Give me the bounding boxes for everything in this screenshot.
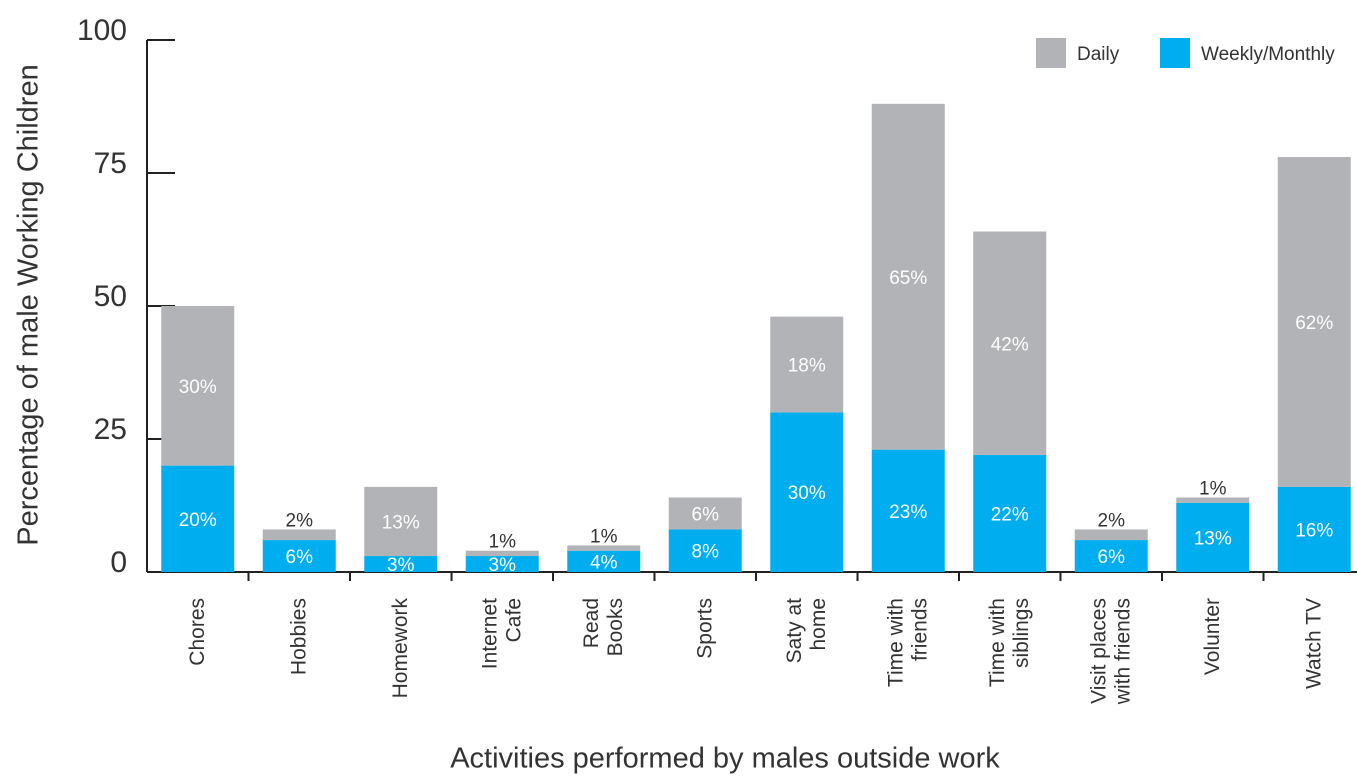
- label-line: Read: [579, 598, 602, 648]
- label-line: Cafe: [502, 598, 525, 642]
- bar-segment: [465, 556, 539, 572]
- bar-segment: [1176, 497, 1250, 503]
- legend-swatch: [1036, 38, 1066, 68]
- bar-segment: [262, 529, 336, 541]
- x-tick-label: Watch TV: [1302, 598, 1325, 689]
- bar-segment: [161, 306, 235, 466]
- value-label: 3%: [387, 555, 415, 576]
- value-label: 4%: [590, 552, 618, 573]
- value-label: 6%: [286, 547, 314, 568]
- value-label: 6%: [1098, 547, 1126, 568]
- y-tick-label: 75: [94, 147, 127, 180]
- y-tick-label: 0: [110, 546, 127, 579]
- label-line: Visit places: [1087, 598, 1110, 704]
- x-tick-label: Hobbies: [287, 598, 310, 675]
- legend-swatch: [1160, 38, 1190, 68]
- value-label: 1%: [1199, 479, 1227, 500]
- label-line: Chores: [185, 598, 208, 666]
- value-label: 13%: [382, 512, 420, 533]
- bar-segment: [973, 454, 1047, 572]
- label-line: friends: [908, 598, 931, 661]
- label-line: Sports: [693, 598, 716, 659]
- bar-segment: [364, 486, 438, 557]
- label-line: Watch TV: [1302, 598, 1325, 689]
- label-line: Homework: [388, 598, 411, 699]
- value-label: 65%: [889, 268, 927, 289]
- bar-segment: [871, 103, 945, 450]
- label-line: with friends: [1111, 598, 1134, 705]
- x-axis-title: Activities performed by males outside wo…: [450, 743, 1000, 775]
- value-label: 1%: [590, 526, 618, 547]
- bar-segment: [1074, 529, 1148, 541]
- value-label: 20%: [179, 510, 217, 531]
- value-label: 30%: [788, 483, 826, 504]
- bar-segment: [668, 497, 742, 530]
- value-label: 2%: [1098, 510, 1126, 531]
- value-label: 13%: [1194, 528, 1232, 549]
- value-label: 18%: [788, 356, 826, 377]
- value-label: 22%: [991, 504, 1029, 525]
- x-tick-label: Chores: [185, 598, 208, 666]
- y-tick-label: 25: [94, 413, 127, 446]
- label-line: Time with: [884, 598, 907, 687]
- bar-segment: [465, 550, 539, 557]
- bar-segment: [262, 540, 336, 572]
- x-tick-label: Volunter: [1200, 598, 1223, 675]
- bar-segment: [567, 545, 641, 551]
- x-tick-label: Homework: [388, 598, 411, 699]
- label-line: Internet: [478, 598, 501, 669]
- label-line: Hobbies: [287, 598, 310, 675]
- value-label: 6%: [692, 504, 720, 525]
- label-line: home: [806, 598, 829, 651]
- value-label: 16%: [1295, 520, 1333, 541]
- bar-segment: [770, 412, 844, 572]
- x-tick-label: ReadBooks: [579, 598, 626, 656]
- legend-label: Daily: [1077, 44, 1120, 65]
- value-label: 23%: [889, 502, 927, 523]
- value-label: 8%: [692, 542, 720, 563]
- value-label: 3%: [489, 555, 517, 576]
- bar-segment: [871, 449, 945, 572]
- x-tick-label: Sports: [693, 598, 716, 659]
- value-label: 2%: [286, 510, 314, 531]
- y-axis-title: Percentage of male Working Children: [13, 64, 45, 545]
- bar-segment: [668, 529, 742, 572]
- x-tick-label: Time withfriends: [884, 598, 931, 687]
- bar-segment: [1277, 157, 1351, 487]
- label-line: Books: [603, 598, 626, 656]
- bar-segment: [567, 550, 641, 572]
- bar-segment: [161, 465, 235, 572]
- bar-segment: [770, 316, 844, 413]
- bar-segment: [1277, 486, 1351, 572]
- x-tick-label: InternetCafe: [478, 598, 525, 669]
- x-tick-label: Time withsiblings: [985, 598, 1032, 687]
- label-line: siblings: [1009, 598, 1032, 668]
- value-label: 30%: [179, 377, 217, 398]
- bar-segment: [364, 556, 438, 572]
- bar-segment: [973, 231, 1047, 455]
- x-tick-label: Visit placeswith friends: [1087, 598, 1134, 705]
- bar-segment: [1176, 502, 1250, 572]
- y-tick-label: 100: [77, 14, 127, 47]
- value-label: 42%: [991, 334, 1029, 355]
- label-line: Time with: [985, 598, 1008, 687]
- label-line: Volunter: [1200, 598, 1223, 675]
- label-line: Saty at: [782, 598, 805, 664]
- x-tick-label: Saty athome: [782, 598, 829, 664]
- legend-label: Weekly/Monthly: [1201, 44, 1335, 65]
- value-label: 62%: [1295, 313, 1333, 334]
- bar-segment: [1074, 540, 1148, 572]
- value-label: 1%: [489, 532, 517, 553]
- y-tick-label: 50: [94, 280, 127, 313]
